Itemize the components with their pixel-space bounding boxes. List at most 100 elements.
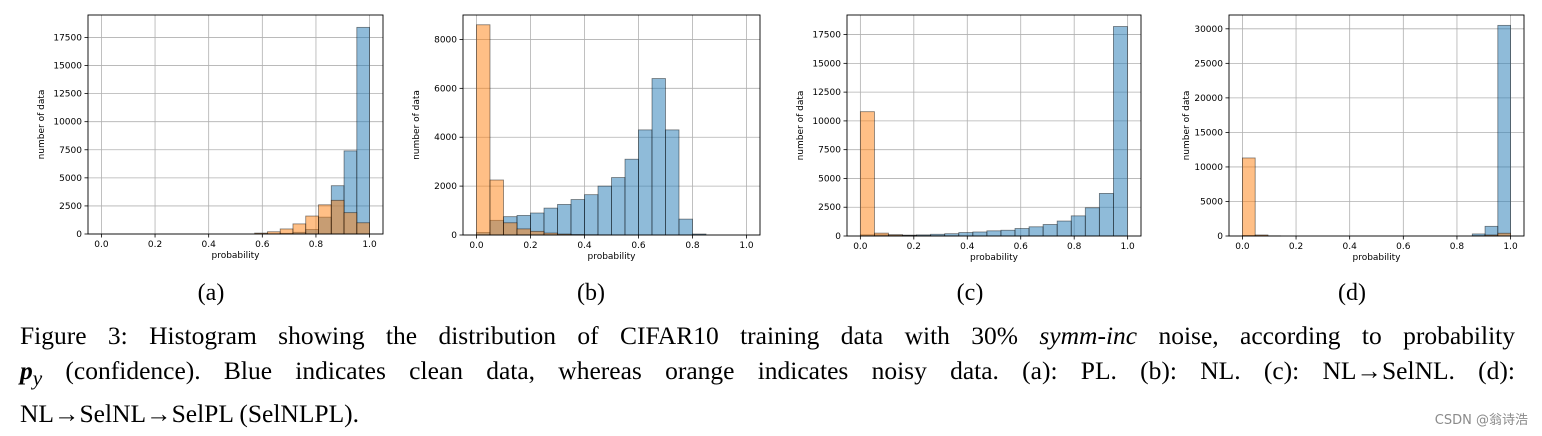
histogram-bar-clean [570, 199, 585, 236]
y-tick-label: 0 [76, 230, 82, 240]
x-tick-label: 0.0 [853, 242, 868, 252]
y-tick-label: 12500 [812, 88, 841, 98]
histogram-bar-clean [1113, 26, 1128, 237]
y-tick-label: 15000 [812, 59, 841, 69]
histogram-bar-clean [597, 185, 612, 236]
caption-italic-text: symm-inc [1039, 321, 1138, 350]
figure-caption: Figure 3: Histogram showing the distribu… [20, 318, 1515, 431]
panel-label: (b) [577, 280, 605, 306]
x-tick-label: 0.2 [148, 240, 162, 250]
histogram-bar-noisy [1242, 157, 1256, 237]
histogram-bar-noisy [330, 199, 345, 235]
histogram-bar-noisy [503, 222, 518, 236]
x-tick-label: 0.8 [1067, 242, 1082, 252]
caption-line-2: py (confidence). Blue indicates clean da… [20, 353, 1515, 396]
histogram-bar-clean [557, 204, 572, 236]
histogram-bar-noisy [343, 212, 358, 235]
x-axis-label: probability [211, 251, 260, 261]
histogram-bar-clean [1497, 24, 1511, 237]
caption-subscript: y [32, 366, 43, 391]
chart-panel-4: 0.0 0.2 0.4 0.6 0.8 1.0 0 5000 10000 15000 20000 25… [1182, 14, 1525, 306]
y-axis-label: number of data [412, 90, 422, 160]
x-tick-label: 1.0 [362, 240, 377, 250]
x-tick-label: 0.2 [523, 241, 537, 251]
x-tick-label: 0.8 [685, 241, 700, 251]
y-tick-label: 17500 [53, 33, 82, 43]
y-tick-label: 2500 [818, 203, 841, 213]
y-tick-label: 5000 [1200, 197, 1223, 207]
histogram-bar-clean [651, 78, 666, 236]
y-tick-label: 5000 [59, 174, 82, 184]
histogram-bar-clean [678, 218, 693, 236]
histogram-bar-noisy [356, 222, 370, 235]
y-tick-label: 4000 [434, 133, 457, 143]
x-tick-label: 0.4 [577, 241, 592, 251]
histogram-bar-clean [611, 177, 626, 236]
histogram-bar-clean [1000, 229, 1016, 237]
histogram-bar-clean [543, 207, 558, 236]
axes-frame [462, 14, 761, 236]
histogram-bar-noisy [489, 179, 504, 236]
panel-label: (c) [957, 280, 984, 306]
histogram-bar-noisy [279, 228, 294, 235]
x-tick-label: 0.8 [1450, 242, 1465, 252]
x-axis-label: probability [970, 253, 1019, 263]
y-tick-label: 30000 [1194, 25, 1223, 35]
y-tick-label: 0 [1217, 232, 1223, 242]
histogram-bar-clean [1070, 215, 1086, 237]
x-tick-label: 1.0 [739, 241, 754, 251]
y-tick-label: 7500 [59, 146, 82, 156]
histogram-bar-clean [958, 232, 974, 237]
histogram-bar-clean [584, 194, 599, 236]
caption-text: (confidence). Blue indicates clean data,… [42, 356, 1515, 385]
y-tick-label: 10000 [1194, 163, 1223, 173]
chart-panel-1: 0.0 0.2 0.4 0.6 0.8 1.0 0 2500 5000 7500 10000 1250… [37, 14, 384, 306]
histogram-bar-noisy [530, 230, 545, 236]
histogram-bar-noisy [318, 204, 332, 235]
x-axis-label: probability [587, 252, 636, 262]
y-tick-label: 7500 [818, 146, 841, 156]
x-tick-label: 0.0 [1235, 242, 1250, 252]
chart-panel-2: 0.0 0.2 0.4 0.6 0.8 1.0 0 2000 4000 6000 8000 proba… [412, 14, 761, 306]
y-axis-label: number of data [796, 91, 806, 161]
x-tick-label: 0.2 [907, 242, 921, 252]
x-tick-label: 0.4 [960, 242, 975, 252]
y-tick-label: 5000 [818, 174, 841, 184]
x-axis-label: probability [1352, 253, 1401, 263]
x-tick-label: 0.0 [94, 240, 109, 250]
histogram-panels: 0.0 0.2 0.4 0.6 0.8 1.0 0 2500 5000 7500 10000 1250… [37, 14, 1525, 306]
histogram-bar-clean [986, 230, 1002, 237]
histogram-bar-clean [1056, 220, 1072, 237]
histogram-bar-clean [972, 231, 988, 237]
x-tick-label: 1.0 [1503, 242, 1518, 252]
x-tick-label: 0.6 [255, 240, 270, 250]
x-tick-label: 0.4 [202, 240, 217, 250]
histogram-bar-clean [1484, 225, 1499, 237]
histogram-bar-clean [1042, 224, 1058, 237]
x-tick-label: 0.2 [1289, 242, 1303, 252]
y-tick-label: 12500 [53, 90, 82, 100]
y-tick-label: 10000 [812, 117, 841, 127]
histogram-bar-clean [356, 26, 370, 235]
watermark: CSDN @翁诗浩 [1434, 413, 1528, 428]
x-tick-label: 0.6 [1396, 242, 1411, 252]
x-tick-label: 0.6 [1014, 242, 1029, 252]
x-tick-label: 0.8 [309, 240, 324, 250]
caption-line-1: Figure 3: Histogram showing the distribu… [20, 318, 1515, 353]
x-tick-label: 1.0 [1120, 242, 1135, 252]
histogram-bar-noisy [476, 24, 491, 236]
y-tick-label: 17500 [812, 31, 841, 41]
panel-label: (a) [198, 280, 225, 306]
histogram-figure: 0.0 0.2 0.4 0.6 0.8 1.0 0 2500 5000 7500 10000 1250… [37, 14, 1525, 306]
y-axis-label: number of data [1182, 91, 1192, 161]
histogram-bar-clean [638, 129, 653, 236]
y-tick-label: 6000 [434, 84, 457, 94]
axes-frame [87, 14, 384, 235]
axes-frame [1228, 14, 1525, 237]
chart-panel-3: 0.0 0.2 0.4 0.6 0.8 1.0 0 2500 5000 7500 10000 1250… [796, 14, 1142, 306]
axes-frame [846, 14, 1142, 237]
y-tick-label: 10000 [53, 118, 82, 128]
histogram-bar-clean [1028, 226, 1044, 237]
y-tick-label: 20000 [1194, 94, 1223, 104]
caption-text: noise, according to probability [1137, 321, 1516, 350]
